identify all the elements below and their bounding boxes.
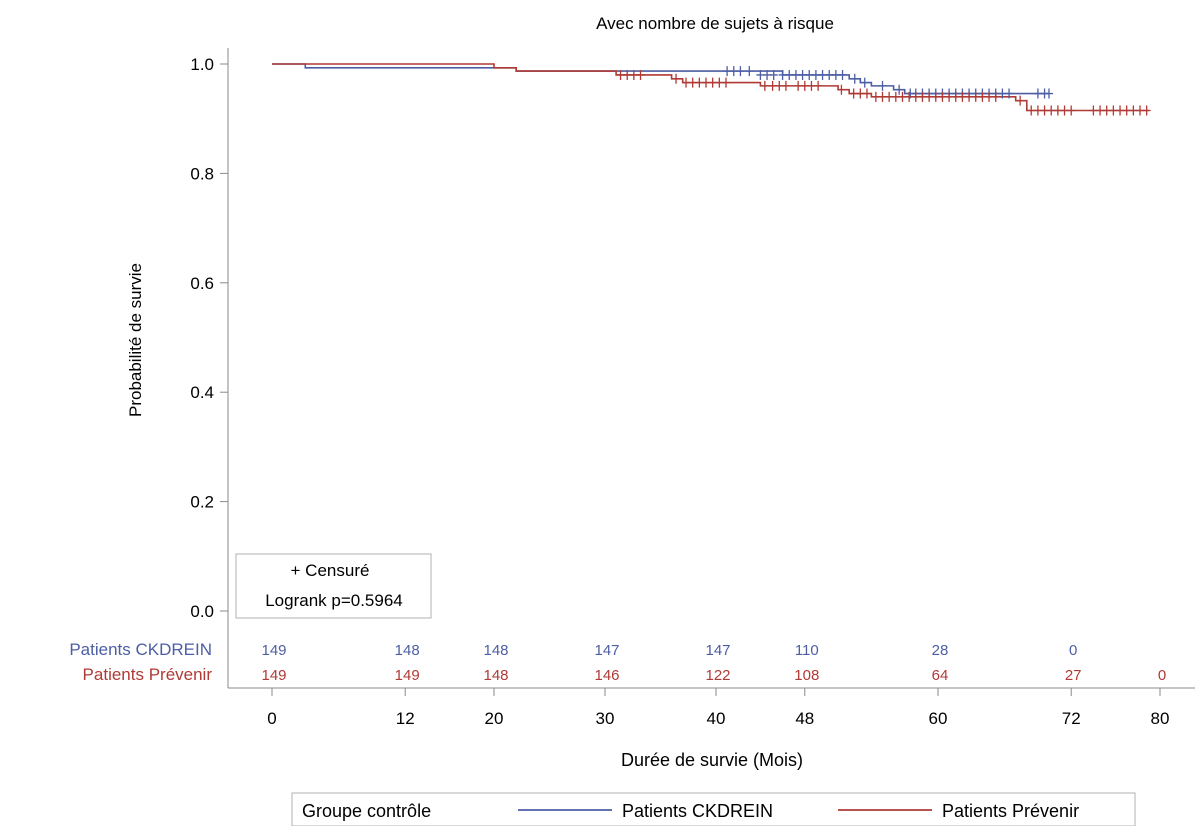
censor-mark	[1005, 88, 1014, 99]
x-tick-label: 80	[1151, 709, 1170, 728]
censor-mark	[736, 66, 745, 77]
x-tick-label: 12	[396, 709, 415, 728]
risk-count: 27	[1065, 667, 1082, 684]
censor-mark	[814, 80, 823, 91]
legend-entry-label: Patients CKDREIN	[622, 801, 773, 821]
censor-mark	[781, 80, 790, 91]
censor-marks	[616, 66, 1151, 116]
risk-count: 108	[794, 667, 819, 684]
risk-count: 147	[705, 642, 730, 659]
risk-table-label: Patients CKDREIN	[69, 640, 212, 659]
x-tick-label: 60	[929, 709, 948, 728]
censor-mark	[1142, 105, 1151, 116]
plot-frame	[227, 48, 1195, 689]
risk-count: 110	[795, 642, 819, 659]
censor-mark	[850, 73, 859, 84]
legend: Groupe contrôle Patients CKDREIN Patients…	[291, 792, 1136, 826]
survival-curves	[272, 63, 1149, 112]
censor-mark	[672, 73, 681, 84]
x-tick-label: 72	[1062, 709, 1081, 728]
risk-count: 148	[483, 667, 508, 684]
x-tick-label: 48	[795, 709, 814, 728]
x-tick-label: 20	[485, 709, 504, 728]
censor-mark	[878, 80, 887, 91]
survival-curve-prevenir	[272, 63, 1149, 112]
y-tick-label: 0.2	[190, 493, 214, 512]
censor-mark	[721, 77, 730, 88]
censor-mark	[745, 66, 754, 77]
censor-mark	[862, 88, 871, 99]
risk-count: 148	[483, 642, 508, 659]
censor-mark	[769, 69, 778, 80]
risk-count: 0	[1158, 667, 1166, 684]
risk-count: 64	[932, 667, 949, 684]
y-tick-label: 0.6	[190, 274, 214, 293]
censor-mark	[860, 77, 869, 88]
risk-table-label: Patients Prévenir	[83, 665, 213, 684]
censor-mark	[838, 69, 847, 80]
chart-title: Avec nombre de sujets à risque	[596, 14, 834, 33]
risk-count: 147	[594, 642, 619, 659]
risk-count: 149	[395, 667, 420, 684]
censor-mark	[1045, 88, 1053, 99]
x-axis-label: Durée de survie (Mois)	[621, 750, 803, 770]
risk-count: 28	[932, 642, 949, 659]
survival-curve-ckdrein	[272, 63, 1049, 95]
censor-mark	[636, 69, 645, 80]
censor-mark	[837, 84, 846, 95]
risk-count: 148	[395, 642, 420, 659]
y-tick-label: 0.0	[190, 602, 214, 621]
y-axis: 0.0 0.2 0.4 0.6 0.8 1.0	[190, 55, 228, 621]
risk-count: 149	[261, 642, 286, 659]
censor-label: + Censuré	[291, 561, 370, 580]
legend-title: Groupe contrôle	[302, 801, 431, 821]
legend-entry-label: Patients Prévenir	[942, 801, 1079, 821]
risk-count: 0	[1069, 642, 1077, 659]
x-axis: 0 12 20 30 40 48 60 72 80	[267, 688, 1169, 728]
risk-table: Patients CKDREIN 149 148 148 147 147 110 28 0 Pat…	[69, 640, 1166, 684]
x-tick-label: 0	[267, 709, 276, 728]
risk-count: 149	[261, 667, 286, 684]
censor-mark	[760, 80, 769, 91]
y-axis-label: Probabilité de survie	[126, 263, 145, 417]
censor-mark	[895, 84, 904, 95]
censor-mark	[1067, 105, 1076, 116]
risk-count: 146	[594, 667, 619, 684]
y-tick-label: 0.8	[190, 164, 214, 183]
censor-logrank-box: + Censuré Logrank p=0.5964	[235, 553, 432, 619]
x-tick-label: 40	[707, 709, 726, 728]
x-tick-label: 30	[596, 709, 615, 728]
censor-mark	[1016, 95, 1025, 106]
risk-count: 122	[705, 667, 730, 684]
y-tick-label: 1.0	[190, 55, 214, 74]
censor-mark	[991, 91, 1000, 102]
logrank-label: Logrank p=0.5964	[265, 591, 403, 610]
y-tick-label: 0.4	[190, 383, 214, 402]
